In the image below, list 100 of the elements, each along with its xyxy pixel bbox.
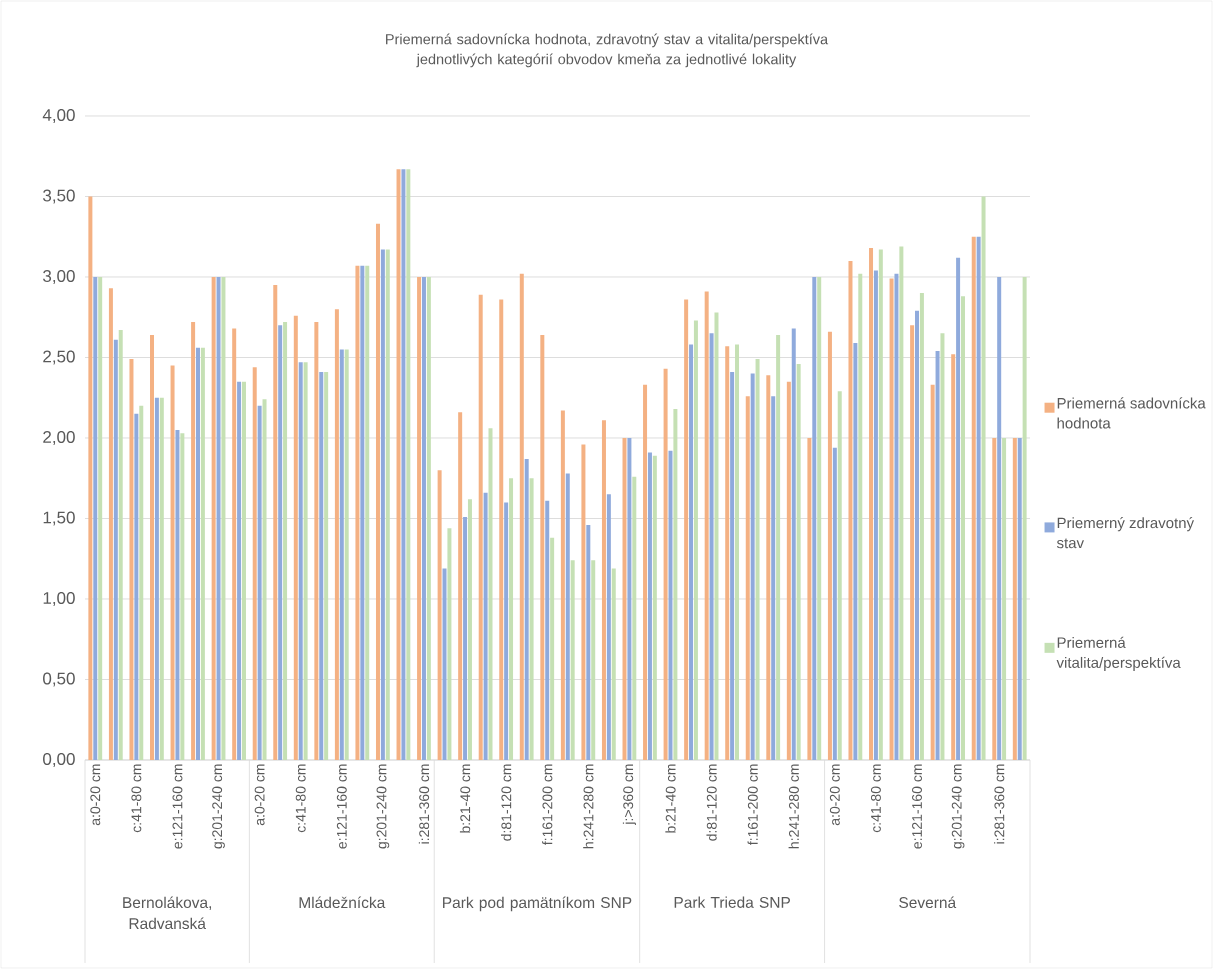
bar xyxy=(93,276,98,760)
bar xyxy=(601,420,606,760)
bar xyxy=(622,437,627,760)
bar xyxy=(786,381,791,760)
x-tick-label: i:281-360 cm xyxy=(418,764,430,844)
bar xyxy=(668,450,673,760)
bar xyxy=(910,325,915,760)
bar xyxy=(693,320,698,760)
bar xyxy=(611,568,616,760)
bar xyxy=(591,560,596,760)
bar xyxy=(293,315,298,760)
bar xyxy=(632,476,637,760)
bar xyxy=(232,328,237,760)
y-tick-label: 0,50 xyxy=(43,672,75,687)
bar xyxy=(643,384,648,760)
bar xyxy=(139,405,144,760)
y-tick-label: 0,00 xyxy=(43,752,75,768)
x-tick-label: d:81-120 cm xyxy=(706,764,717,841)
bar xyxy=(421,276,426,760)
bar xyxy=(221,276,226,760)
bar xyxy=(478,294,483,760)
x-tick-label: h:241-280 cm xyxy=(583,764,594,849)
x-tick-label: c:41-80 cm xyxy=(131,764,142,833)
bar xyxy=(919,293,924,760)
x-tick-label: e:121-160 cm xyxy=(336,764,347,849)
x-tick-label: b:21-40 cm xyxy=(459,764,471,833)
bar xyxy=(1017,437,1022,760)
x-tick-label: a:0-20 cm xyxy=(829,764,840,826)
bar xyxy=(755,359,760,760)
x-tick-label: h:241-280 cm xyxy=(788,764,799,849)
x-tick-label: g:201-240 cm xyxy=(951,764,965,849)
bar xyxy=(997,276,1002,760)
bar xyxy=(458,412,463,760)
x-tick-label: a:0-20 cm xyxy=(254,764,265,826)
y-tick-label: 3,50 xyxy=(43,189,75,204)
bar xyxy=(437,470,442,760)
y-tick-label: 2,00 xyxy=(43,430,75,446)
bar xyxy=(385,249,390,760)
bar xyxy=(976,236,981,760)
text: Park Trieda SNP xyxy=(674,896,790,908)
text: Severná xyxy=(899,896,957,909)
bar xyxy=(237,381,242,760)
chart-title: Priemerná sadovnícka hodnota, zdravotný stav a vitalita/perspektíva jednotlivých kategórií obvodov kmeňa za jednotlivé lokality xyxy=(386,33,829,68)
bar xyxy=(406,169,411,760)
x-tick-label: f:161-200 cm xyxy=(542,764,553,846)
bar xyxy=(241,381,246,760)
bar xyxy=(684,299,689,760)
legend-label: Priemerná sadovnícka hodnota xyxy=(1057,397,1206,429)
y-tick-label: 2,50 xyxy=(43,350,75,365)
bar xyxy=(776,334,781,760)
bar xyxy=(560,410,565,760)
bar xyxy=(417,276,422,760)
bar xyxy=(735,344,740,760)
legend-label: Priemerná vitalita/perspektíva xyxy=(1056,636,1181,671)
bar xyxy=(447,528,452,760)
bar xyxy=(113,339,118,760)
bar xyxy=(730,371,735,760)
bar xyxy=(766,375,771,760)
bar xyxy=(750,373,755,760)
bar xyxy=(935,351,940,760)
bar xyxy=(375,223,380,760)
bar xyxy=(771,396,776,760)
bar xyxy=(791,328,796,760)
bar xyxy=(951,354,956,760)
bar xyxy=(283,322,288,760)
bar xyxy=(191,322,196,760)
x-tick-label: c:41-80 cm xyxy=(295,764,306,833)
bar xyxy=(647,452,652,760)
bar xyxy=(200,347,205,760)
bar xyxy=(360,265,365,760)
bar xyxy=(344,349,349,760)
bar xyxy=(545,500,550,760)
bar xyxy=(832,447,837,760)
x-tick-label: e:121-160 cm xyxy=(172,764,183,849)
x-tick-label: c:41-80 cm xyxy=(870,764,881,833)
bar xyxy=(853,343,858,760)
bar xyxy=(889,278,894,760)
bar xyxy=(467,499,472,760)
bar xyxy=(714,312,719,760)
y-tick-label: 4,00 xyxy=(42,108,75,124)
bar xyxy=(540,334,545,760)
bar xyxy=(652,455,657,760)
bar xyxy=(971,236,976,760)
bar xyxy=(663,368,668,760)
bar xyxy=(355,265,360,760)
bar xyxy=(704,291,709,760)
bar xyxy=(380,249,385,760)
y-tick-label: 1,00 xyxy=(43,591,75,607)
bar xyxy=(837,391,842,760)
bar xyxy=(796,363,801,760)
bar xyxy=(930,384,935,760)
x-tick-label: e:121-160 cm xyxy=(912,764,922,849)
bar xyxy=(509,478,514,760)
bar xyxy=(98,276,103,760)
bar xyxy=(915,310,920,760)
text: Bernolákova, Radvanská xyxy=(123,896,212,930)
bar xyxy=(504,502,509,760)
x-tick-label: i:281-360 cm xyxy=(994,764,1005,844)
bar xyxy=(175,429,180,760)
bar xyxy=(298,362,303,760)
